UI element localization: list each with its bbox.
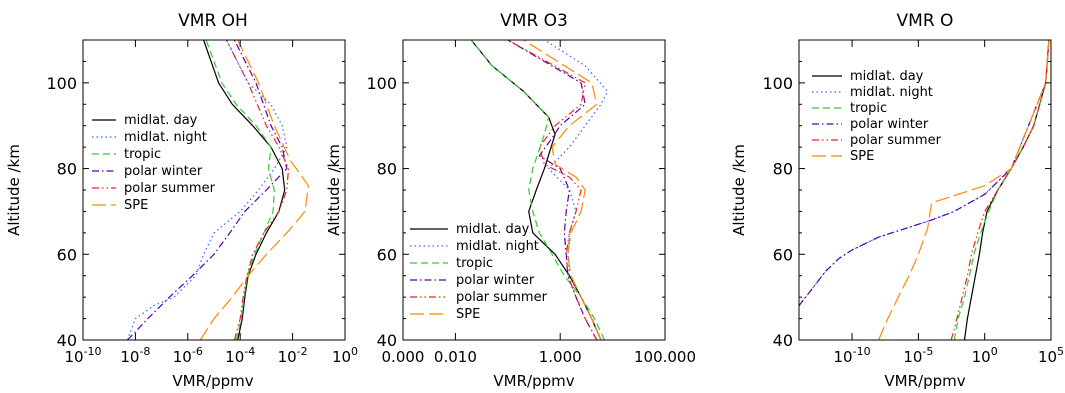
legend-label: polar summer [124, 181, 216, 196]
plot-area [126, 39, 309, 341]
series-line [950, 39, 1050, 341]
y-ticks: 40 60 80 100 [366, 39, 665, 350]
legend-label: tropic [850, 101, 887, 116]
y-tick-label: 100 [366, 74, 397, 93]
y-tick-label: 80 [57, 160, 77, 179]
x-tick-label: 105 [1038, 345, 1064, 366]
x-tick-label: 10-4 [225, 345, 255, 366]
plot-area [470, 39, 609, 341]
y-tick-label: 60 [773, 245, 793, 264]
x-tick-label: 10-6 [173, 345, 203, 366]
legend-label: midlat. night [456, 239, 539, 254]
y-tick-label: 100 [46, 74, 77, 93]
y-axis-label: Altitude /km [5, 144, 23, 236]
legend: midlat. day midlat. night tropic polar wint… [410, 222, 548, 322]
y-ticks: 40 60 80 100 [46, 39, 345, 350]
series-line [507, 39, 598, 341]
x-tick-label: 10-10 [834, 345, 871, 366]
x-ticks: 0.000 0.010 1.000 100.000 [382, 40, 696, 366]
series-line [470, 39, 606, 341]
series-line [507, 39, 598, 341]
legend-label: SPE [850, 149, 874, 164]
series-line [205, 39, 275, 341]
legend-label: tropic [124, 147, 161, 162]
y-tick-label: 60 [377, 245, 397, 264]
x-ticks: 10-10 10-8 10-6 10-4 10-2 100 [64, 40, 358, 366]
x-tick-label: 0.000 [382, 348, 425, 366]
x-tick-label: 10-8 [120, 345, 150, 366]
plot-area [798, 39, 1050, 341]
y-tick-label: 100 [762, 74, 793, 93]
legend-label: polar winter [124, 164, 203, 179]
x-tick-label: 100 [332, 345, 358, 366]
y-tick-label: 40 [377, 331, 397, 350]
legend-label: midlat. night [850, 85, 933, 100]
y-tick-label: 40 [773, 331, 793, 350]
series-line [199, 39, 309, 341]
series-line [953, 39, 1050, 341]
series-line [127, 39, 288, 341]
series-line [225, 39, 290, 341]
series-line [878, 39, 1050, 341]
chart-title: VMR O3 [500, 11, 568, 31]
y-tick-label: 80 [773, 160, 793, 179]
y-tick-label: 80 [377, 160, 397, 179]
y-axis-label: Altitude /km [325, 144, 343, 236]
x-axis-label: VMR/ppmv [493, 372, 574, 390]
series-line [523, 39, 602, 341]
y-axis-label: Altitude /km [730, 144, 748, 236]
x-ticks: 10-10 10-5 100 105 [834, 40, 1064, 366]
legend-label: midlat. day [124, 113, 198, 128]
series-line [798, 39, 1050, 307]
x-tick-label: 100.000 [634, 348, 696, 366]
series-line [544, 39, 609, 341]
panel-o: VMR O 40 60 80 100 10-10 10-5 100 105 Altitude… [730, 11, 1064, 390]
y-tick-label: 60 [57, 245, 77, 264]
x-tick-label: 1.000 [539, 348, 582, 366]
legend-label: tropic [456, 256, 493, 271]
x-tick-label: 10-5 [903, 345, 933, 366]
chart-title: VMR O [897, 11, 954, 31]
legend-label: midlat. day [850, 69, 924, 84]
legend-label: polar summer [850, 133, 942, 148]
y-tick-label: 40 [57, 331, 77, 350]
legend-label: midlat. day [456, 222, 530, 237]
legend-label: midlat. night [124, 130, 207, 145]
legend-label: SPE [124, 198, 148, 213]
legend-label: SPE [456, 307, 480, 322]
legend-label: polar summer [456, 290, 548, 305]
series-line [963, 39, 1050, 341]
x-tick-label: 0.010 [434, 348, 477, 366]
chart-title: VMR OH [178, 11, 248, 31]
legend-label: polar winter [850, 117, 929, 132]
x-axis-label: VMR/ppmv [172, 372, 253, 390]
legend-label: polar winter [456, 273, 535, 288]
series-line [798, 39, 1050, 307]
x-tick-label: 100 [972, 345, 998, 366]
x-axis-label: VMR/ppmv [884, 372, 965, 390]
x-tick-label: 10-2 [278, 345, 308, 366]
x-tick-label: 10-10 [64, 345, 101, 366]
series-line [203, 39, 286, 341]
y-ticks: 40 60 80 100 [762, 39, 1051, 350]
legend: midlat. day midlat. night tropic polar wint… [92, 113, 216, 213]
